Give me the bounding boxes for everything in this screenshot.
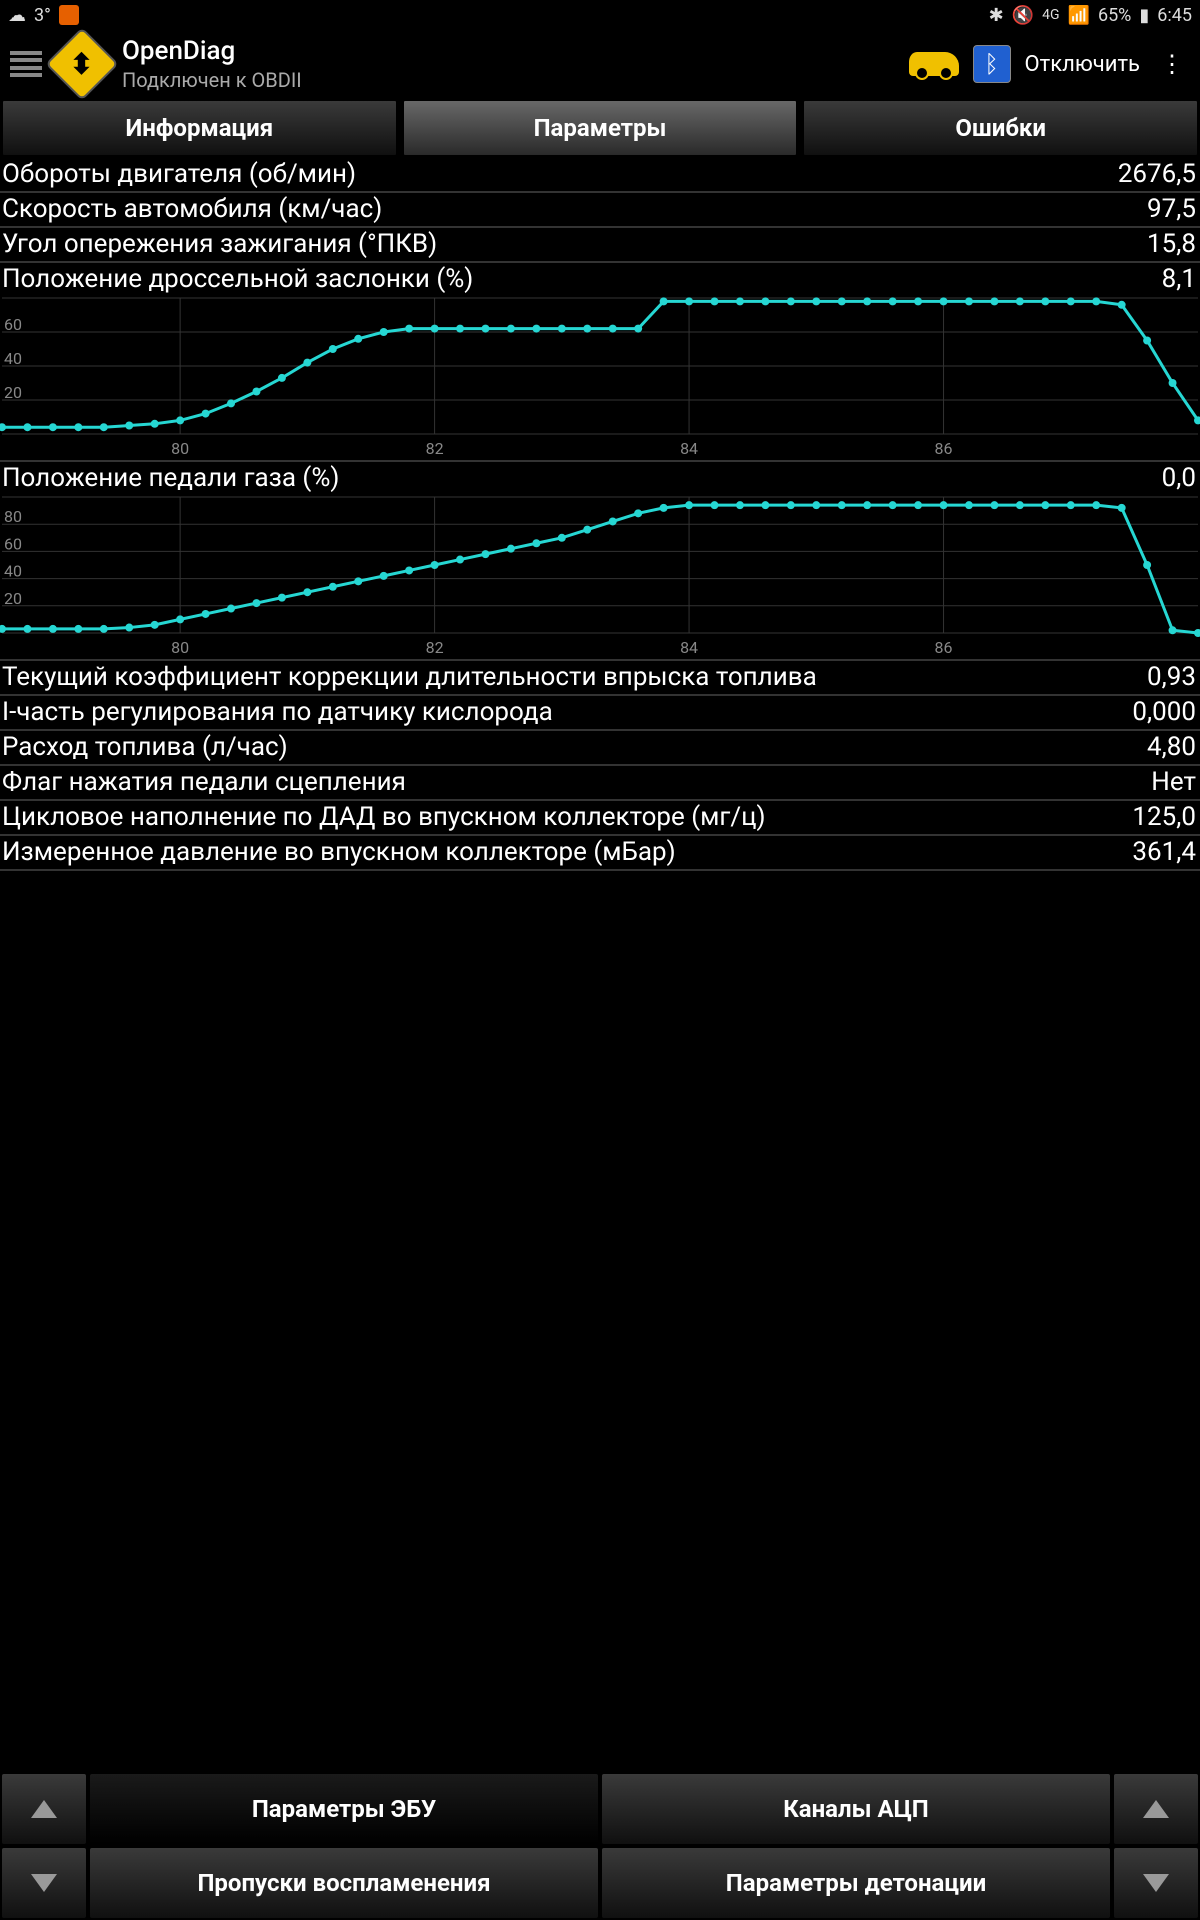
svg-text:100: 100 [4,495,31,499]
svg-text:40: 40 [4,349,22,368]
param-label: Измеренное давление во впускном коллекто… [2,837,676,867]
tab-info[interactable]: Информация [2,100,397,156]
param-row[interactable]: Текущий коэффициент коррекции длительнос… [0,661,1200,696]
menu-button[interactable] [10,51,42,77]
status-clock: 6:45 [1157,5,1192,26]
signal-icon: 📶 [1068,5,1090,26]
param-label: Флаг нажатия педали сцепления [2,767,406,797]
network-type: 4G [1042,7,1059,23]
param-value: 15,8 [1147,229,1196,259]
param-row[interactable]: Обороты двигателя (об/мин) 2676,5 [0,158,1200,193]
param-label: Расход топлива (л/час) [2,732,288,762]
params-list-bottom: Текущий коэффициент коррекции длительнос… [0,661,1200,871]
svg-text:60: 60 [4,534,22,553]
chart2-value: 0,0 [1162,463,1196,493]
bottom-panel: Параметры ЭБУ Каналы АЦП Пропуски воспла… [0,1774,1200,1920]
chart1-value: 8,1 [1162,264,1196,294]
svg-text:86: 86 [935,638,953,657]
chart2-svg: 20 40 60 80 100 80 82 84 86 [0,495,1200,659]
bottom-tab-misfires[interactable]: Пропуски воспламенения [90,1848,598,1918]
param-row[interactable]: Угол опережения зажигания (°ПКВ) 15,8 [0,228,1200,263]
svg-text:86: 86 [935,439,953,458]
status-temp: 3° [34,5,51,26]
scroll-down-left-button[interactable] [2,1848,86,1918]
weather-icon: ☁ [8,5,26,26]
param-value: 2676,5 [1118,159,1196,189]
param-row[interactable]: Скорость автомобиля (км/час) 97,5 [0,193,1200,228]
svg-text:84: 84 [680,439,698,458]
param-value: 125,0 [1132,802,1196,832]
status-battery: 65% [1098,5,1131,26]
svg-text:80: 80 [4,296,22,300]
param-row[interactable]: Измеренное давление во впускном коллекто… [0,836,1200,871]
chart1-label: Положение дроссельной заслонки (%) [2,264,473,294]
bottom-tab-adc-channels[interactable]: Каналы АЦП [602,1774,1110,1844]
params-list-top: Обороты двигателя (об/мин) 2676,5 Скорость… [0,158,1200,263]
param-row[interactable]: I-часть регулирования по датчику кислоро… [0,696,1200,731]
svg-text:82: 82 [426,439,444,458]
svg-text:60: 60 [4,315,22,334]
app-notification-icon [59,5,79,25]
param-row[interactable]: Расход топлива (л/час) 4,80 [0,731,1200,766]
scroll-up-left-button[interactable] [2,1774,86,1844]
disconnect-button[interactable]: Отключить [1025,52,1140,77]
app-subtitle: Подключен к OBDII [122,68,302,92]
param-value: Нет [1151,767,1196,797]
svg-text:84: 84 [680,638,698,657]
svg-text:80: 80 [4,507,22,526]
chart2-label: Положение педали газа (%) [2,463,339,493]
bottom-tab-ecu-params[interactable]: Параметры ЭБУ [90,1774,598,1844]
tab-params[interactable]: Параметры [403,100,798,156]
param-row[interactable]: Цикловое наполнение по ДАД во впускном к… [0,801,1200,836]
bluetooth-button[interactable]: ᛒ [973,45,1011,83]
param-value: 97,5 [1147,194,1196,224]
param-label: Текущий коэффициент коррекции длительнос… [2,662,817,692]
param-row[interactable]: Флаг нажатия педали сцепления Нет [0,766,1200,801]
overflow-menu-button[interactable]: ⋮ [1154,58,1190,70]
svg-text:80: 80 [171,638,189,657]
param-value: 4,80 [1147,732,1196,762]
svg-text:40: 40 [4,562,22,581]
android-status-bar: ☁ 3° ✱ 🔇 4G 📶 65% ▮ 6:45 [0,0,1200,30]
bluetooth-status-icon: ✱ [989,5,1004,26]
param-label: I-часть регулирования по датчику кислоро… [2,697,553,727]
svg-text:20: 20 [4,589,22,608]
app-logo-icon: ⬍ [45,27,119,101]
param-label: Обороты двигателя (об/мин) [2,159,356,189]
svg-text:82: 82 [426,638,444,657]
svg-text:20: 20 [4,383,22,402]
chart1-svg: 20 40 60 80 80 82 84 86 [0,296,1200,460]
top-tabs: Информация Параметры Ошибки [0,98,1200,158]
app-title: OpenDiag [122,36,302,67]
param-label: Скорость автомобиля (км/час) [2,194,382,224]
tab-errors[interactable]: Ошибки [803,100,1198,156]
mute-icon: 🔇 [1012,5,1034,26]
param-label: Угол опережения зажигания (°ПКВ) [2,229,437,259]
chart-throttle-position[interactable]: Положение дроссельной заслонки (%) 8,1 2… [0,263,1200,462]
battery-icon: ▮ [1139,5,1149,26]
car-status-icon [909,52,959,76]
param-value: 0,000 [1132,697,1196,727]
svg-text:80: 80 [171,439,189,458]
param-value: 0,93 [1147,662,1196,692]
param-label: Цикловое наполнение по ДАД во впускном к… [2,802,766,832]
param-value: 361,4 [1132,837,1196,867]
bottom-tab-detonation[interactable]: Параметры детонации [602,1848,1110,1918]
app-header: ⬍ OpenDiag Подключен к OBDII ᛒ Отключить… [0,30,1200,98]
chart-gas-pedal-position[interactable]: Положение педали газа (%) 0,0 20 40 60 80 10… [0,462,1200,661]
scroll-up-right-button[interactable] [1114,1774,1198,1844]
scroll-down-right-button[interactable] [1114,1848,1198,1918]
